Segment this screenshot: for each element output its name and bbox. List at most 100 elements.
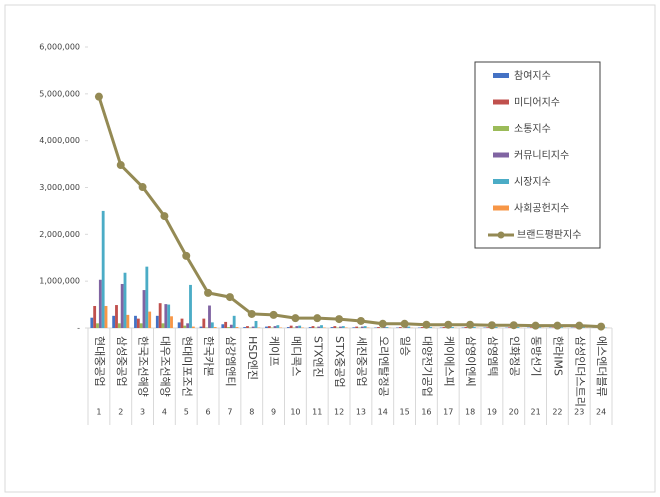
rank-label: 9 — [271, 408, 276, 417]
bar — [161, 323, 165, 328]
line-marker — [291, 314, 300, 323]
x-tick-label: 케이에스피 — [442, 336, 455, 387]
x-tick-label: 한라IMS — [551, 336, 564, 376]
rank-label: 10 — [290, 408, 300, 417]
bar — [339, 326, 342, 328]
bar — [538, 327, 542, 328]
line-marker — [597, 322, 606, 331]
bar — [104, 305, 108, 328]
line-marker — [182, 251, 191, 260]
bar — [494, 327, 498, 328]
rank-label: 13 — [356, 408, 366, 417]
bar — [93, 305, 97, 328]
rank-label: 7 — [227, 408, 232, 417]
x-tick-label: 케이프 — [268, 336, 281, 366]
x-tick-label: 삼강엠앤티 — [224, 336, 237, 387]
bar — [177, 322, 181, 328]
x-tick-label: 삼성인더스트리 — [573, 336, 586, 407]
bar — [180, 318, 184, 328]
rank-label: 23 — [574, 408, 584, 417]
bar — [98, 279, 102, 328]
rank-label: 24 — [596, 408, 606, 417]
bar — [341, 326, 345, 328]
bar — [355, 326, 359, 328]
rank-label: 6 — [206, 408, 211, 417]
x-tick-label: 에스엔더블류 — [595, 336, 608, 397]
x-tick-label: 한국조선해양 — [137, 336, 151, 397]
bar — [420, 327, 424, 328]
legend-swatch — [493, 73, 509, 78]
rank-label: 16 — [421, 408, 431, 417]
bar — [246, 326, 249, 328]
x-tick-label: 인화정공 — [508, 336, 521, 376]
bar — [221, 324, 225, 328]
line-marker — [531, 321, 540, 330]
rank-label: 18 — [465, 408, 475, 417]
x-tick-label: 삼영엠텍 — [486, 336, 499, 376]
legend-label: 브랜드평판지수 — [517, 229, 581, 241]
line-marker — [466, 320, 475, 329]
bar — [352, 327, 356, 328]
rank-label: 11 — [312, 408, 322, 417]
bar — [486, 327, 490, 328]
bar — [224, 321, 228, 328]
rank-label: 22 — [552, 408, 562, 417]
y-tick-label: 3,000,000 — [39, 183, 80, 192]
x-tick-label: 현대중공업 — [93, 336, 106, 387]
line-marker — [422, 320, 431, 329]
x-tick-label: 현대미포조선 — [180, 336, 193, 397]
legend-swatch — [493, 205, 509, 211]
bar — [170, 316, 173, 328]
bar — [360, 326, 364, 328]
legend-swatch — [493, 152, 509, 158]
bar — [158, 303, 162, 328]
bar — [120, 283, 124, 328]
bar — [289, 325, 293, 328]
bar — [308, 327, 312, 328]
legend-label: 미디어지수 — [514, 97, 560, 109]
bar — [251, 326, 255, 328]
rank-label: 4 — [162, 408, 167, 417]
line-marker — [575, 321, 584, 330]
bar — [320, 325, 323, 328]
line-marker — [400, 319, 409, 328]
x-tick-label: 동방선기 — [530, 336, 543, 376]
legend-swatch — [493, 179, 509, 184]
bar — [330, 327, 334, 328]
line-marker — [269, 310, 278, 319]
line-marker — [116, 161, 125, 170]
bar — [508, 327, 511, 328]
bar — [311, 326, 315, 328]
legend-label: 참여지수 — [514, 70, 551, 82]
bar — [115, 305, 118, 328]
bar — [112, 315, 116, 328]
bar — [155, 315, 159, 328]
bar — [404, 327, 408, 328]
rank-label: 12 — [334, 408, 344, 417]
x-tick-label: 한국카본 — [202, 336, 215, 376]
bar — [382, 327, 386, 328]
bar — [134, 315, 137, 328]
line-marker — [94, 92, 103, 101]
x-tick-label: 오리엔탈정공 — [377, 336, 390, 397]
legend-swatch — [493, 126, 509, 131]
bar — [398, 327, 402, 328]
bar — [265, 326, 268, 328]
bar — [90, 317, 94, 328]
bar — [582, 327, 585, 328]
x-tick-label: 대우조선해양 — [158, 336, 172, 397]
bar — [142, 290, 146, 328]
bar — [464, 327, 468, 328]
rank-label: 14 — [378, 408, 388, 417]
bar — [208, 305, 211, 328]
legend-label: 소통지수 — [514, 123, 551, 135]
bar — [516, 327, 520, 328]
bar — [472, 327, 476, 328]
rank-label: 8 — [249, 408, 254, 417]
bar — [227, 327, 230, 328]
y-tick-label: 1,000,000 — [39, 277, 80, 286]
bar — [560, 327, 564, 328]
bar — [145, 266, 149, 328]
bar — [167, 304, 171, 328]
